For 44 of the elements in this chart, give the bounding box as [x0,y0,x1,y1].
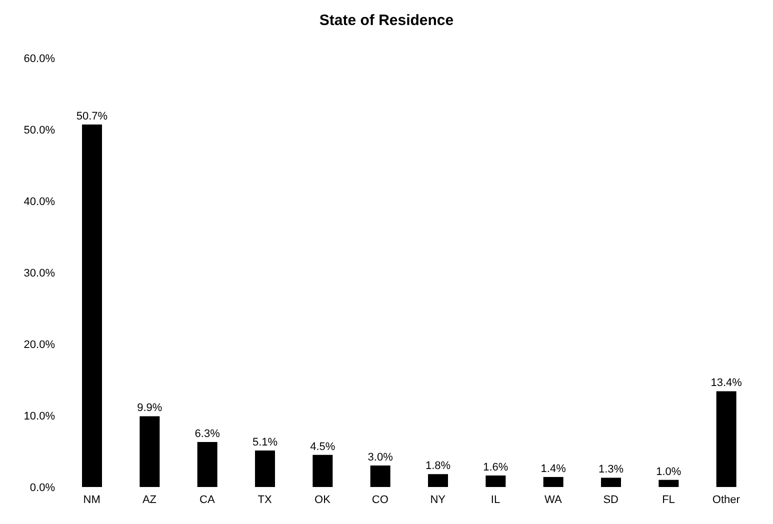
x-tick-label: FL [662,494,675,506]
chart-title: State of Residence [318,11,455,31]
x-tick-label: Other [712,494,740,506]
bar [255,450,275,487]
bar [601,478,621,487]
x-tick-label: CA [200,494,216,506]
data-label: 9.9% [137,402,162,414]
bar [428,474,448,487]
data-label: 5.1% [252,436,278,449]
data-label: 13.4% [710,377,742,390]
data-label: 3.0% [368,452,394,464]
bar [370,466,390,487]
bar [197,442,218,487]
x-tick-label: AZ [142,494,157,506]
y-tick-label: 50.0% [24,124,56,136]
data-label: 1.8% [425,460,451,472]
bar [658,480,679,487]
x-tick-label: NM [83,494,100,506]
x-tick-label: NY [430,494,446,506]
y-tick-label: 20.0% [24,338,56,351]
x-tick-label: SD [603,494,619,506]
data-label: 4.5% [310,440,336,453]
data-label: 6.3% [194,428,220,440]
y-tick-label: 0.0% [30,482,56,494]
data-label: 1.0% [656,466,682,478]
y-tick-label: 30.0% [24,267,56,280]
data-label: 50.7% [76,110,108,122]
x-tick-label: CO [372,494,389,506]
bar [543,476,564,487]
y-tick-label: 10.0% [24,410,56,422]
bar [486,476,506,487]
data-label: 1.6% [483,462,508,474]
bar [140,416,160,487]
x-tick-label: OK [314,494,332,506]
y-tick-label: 40.0% [24,196,56,208]
bar [716,391,736,487]
x-tick-label: WA [544,494,562,506]
x-tick-label: TX [258,494,273,506]
y-tick-label: 60.0% [24,52,56,65]
data-label: 1.3% [598,464,624,476]
bar [312,454,333,487]
bar [82,124,102,487]
data-label: 1.4% [540,462,566,475]
x-tick-label: IL [490,494,500,506]
